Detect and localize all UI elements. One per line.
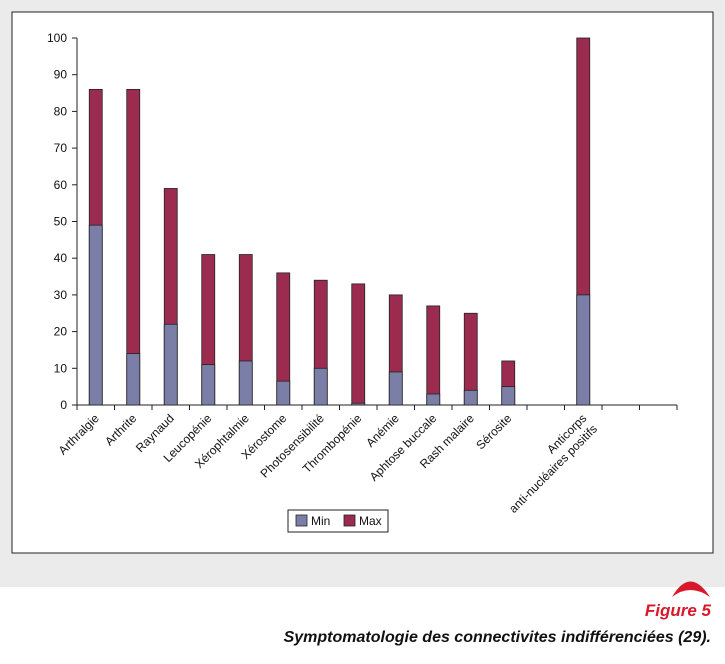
bar [501, 386, 516, 406]
y-tick-label: 20 [54, 325, 68, 339]
legend-label: Min [311, 514, 330, 528]
legend-label: Max [359, 514, 382, 528]
y-tick-label: 60 [54, 178, 68, 192]
y-tick-label: 40 [54, 251, 68, 265]
legend-swatch [295, 514, 308, 527]
legend-swatch [343, 514, 356, 527]
bar [313, 367, 328, 406]
bar [388, 371, 403, 406]
bar [201, 364, 216, 406]
y-tick-label: 50 [54, 215, 68, 229]
y-tick-label: 10 [54, 361, 68, 375]
y-tick-label: 30 [54, 288, 68, 302]
legend-frame [287, 509, 389, 533]
bar [351, 402, 366, 406]
y-tick-label: 90 [54, 68, 68, 82]
y-tick-label: 0 [60, 398, 67, 412]
figure-caption: Symptomatologie des connectivites indiff… [284, 629, 711, 646]
bar [426, 305, 441, 406]
bar [238, 360, 253, 406]
bar [351, 283, 366, 406]
figure-label: Figure 5 [645, 601, 712, 620]
bar [426, 393, 441, 406]
bar [276, 380, 291, 406]
bar [463, 389, 478, 406]
figure-icon [672, 581, 710, 597]
bar [88, 224, 103, 406]
y-tick-label: 100 [47, 31, 67, 45]
chart-frame [11, 11, 714, 554]
bar [576, 294, 591, 406]
y-tick-label: 80 [54, 104, 68, 118]
y-tick-label: 70 [54, 141, 68, 155]
bar [163, 323, 178, 406]
bar [126, 353, 141, 406]
